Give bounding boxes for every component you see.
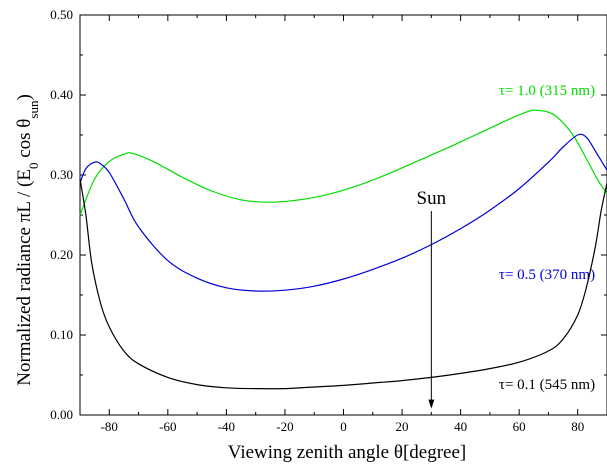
y-tick-label: 0.50 xyxy=(50,7,73,22)
y-axis-title: Normalized radiance πL / (E0 cos θsun) xyxy=(14,94,41,386)
y-axis-title-mid: cos θ xyxy=(14,119,35,163)
x-tick-label: -20 xyxy=(276,419,293,434)
x-tick-label: -40 xyxy=(218,419,235,434)
x-tick-label: 60 xyxy=(513,419,526,434)
y-tick-label: 0.00 xyxy=(50,407,73,422)
y-tick-label: 0.20 xyxy=(50,247,73,262)
series-line-1 xyxy=(79,133,607,292)
x-tick-label: -80 xyxy=(101,419,118,434)
sun-arrow-head xyxy=(428,399,435,409)
series-label-2: τ= 0.1 (545 nm) xyxy=(499,377,595,393)
plot-frame xyxy=(79,14,607,416)
x-axis-ticks: -80 -60 -40 -20 0 20 40 60 80 xyxy=(79,15,607,434)
sun-label: Sun xyxy=(417,188,447,209)
y-axis-title-end: ) xyxy=(14,94,35,100)
y-axis-ticks: 0.00 0.10 0.20 0.30 0.40 0.50 xyxy=(50,7,607,422)
x-axis-title: Viewing zenith angle θ[degree] xyxy=(228,442,467,463)
x-tick-label: 40 xyxy=(454,419,467,434)
y-tick-label: 0.10 xyxy=(50,327,73,342)
y-tick-label: 0.40 xyxy=(50,87,73,102)
y-axis-title-sub1: sun xyxy=(26,100,41,119)
series-line-2 xyxy=(79,178,607,390)
plot-border xyxy=(79,14,607,416)
annotation-layer: Sun xyxy=(417,188,447,409)
series-line-0 xyxy=(79,109,607,216)
y-tick-label: 0.30 xyxy=(50,167,73,182)
x-tick-label: 80 xyxy=(571,419,584,434)
series-label-0: τ= 1.0 (315 nm) xyxy=(499,83,595,99)
series-label-1: τ= 0.5 (370 nm) xyxy=(499,267,595,283)
y-axis-title-sub0: 0 xyxy=(26,163,41,170)
x-tick-label: -60 xyxy=(159,419,176,434)
series-layer: τ= 1.0 (315 nm) τ= 0.5 (370 nm) τ= 0.1 (54… xyxy=(79,83,607,393)
x-tick-label: 20 xyxy=(396,419,409,434)
x-tick-label: 0 xyxy=(340,419,347,434)
y-axis-title-main: Normalized radiance πL / (E xyxy=(14,169,35,386)
